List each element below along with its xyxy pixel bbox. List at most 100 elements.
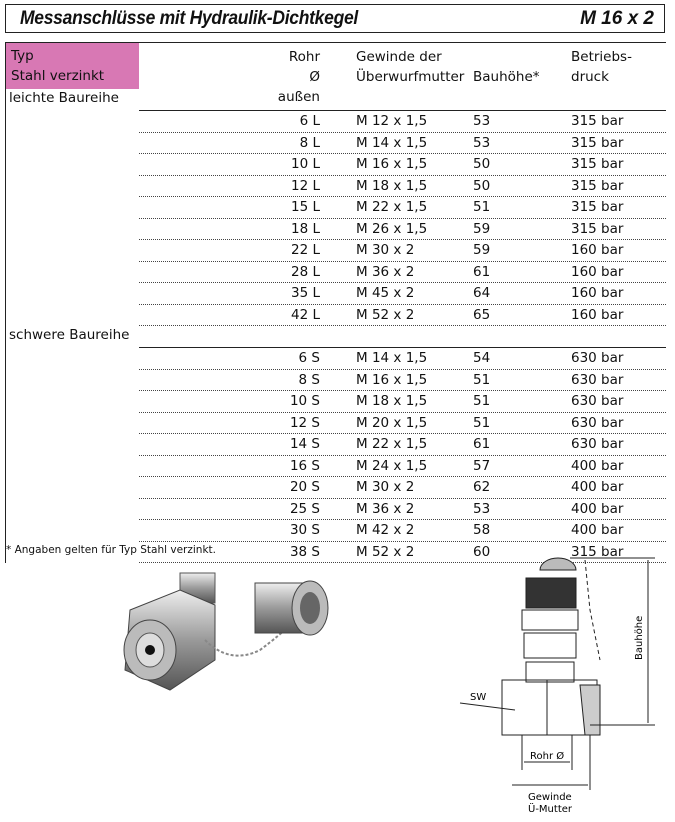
- cell: 400 bar: [571, 479, 624, 495]
- cell: 50: [473, 177, 491, 194]
- thread-size: M 16 x 2: [580, 8, 654, 29]
- cell: 160 bar: [571, 306, 624, 323]
- cell: M 14 x 1,5: [356, 350, 428, 366]
- col-druck: Betriebs-druck: [571, 49, 632, 85]
- cell: 51: [473, 371, 491, 388]
- table-row: 16 S M 24 x 1,5 57 400 bar: [139, 456, 666, 477]
- table-row: 10 L M 16 x 1,5 50 315 bar: [139, 154, 666, 176]
- cell: 315 bar: [571, 543, 624, 560]
- cell: 18 L: [291, 220, 320, 237]
- cell: 630 bar: [571, 350, 624, 366]
- cell: 160 bar: [571, 263, 624, 280]
- cell: 8 S: [298, 371, 320, 388]
- cell: 51: [473, 199, 491, 215]
- cell: 6 S: [298, 350, 320, 366]
- cell: 61: [473, 263, 491, 280]
- cell: 53: [473, 500, 491, 517]
- cell: M 18 x 1,5: [356, 393, 428, 409]
- cell: 30 S: [289, 522, 320, 538]
- col-gewinde: Gewinde der Überwurfmutter: [356, 49, 465, 85]
- table-row: 6 S M 14 x 1,5 54 630 bar: [139, 348, 666, 370]
- cell: 59: [473, 242, 491, 258]
- group-label: schwere Baureihe: [9, 327, 130, 343]
- table-row: 8 S M 16 x 1,5 51 630 bar: [139, 370, 666, 391]
- cell: 630 bar: [571, 371, 624, 388]
- table-row: 8 L M 14 x 1,5 53 315 bar: [139, 133, 666, 154]
- cell: 160 bar: [571, 242, 624, 258]
- type-label: Typ: [11, 48, 34, 64]
- cell: 54: [473, 350, 491, 366]
- group-label: leichte Baureihe: [9, 90, 119, 106]
- cell: M 30 x 2: [356, 479, 415, 495]
- cell: 400 bar: [571, 500, 624, 517]
- cell: M 30 x 2: [356, 242, 415, 258]
- cell: 38 S: [289, 543, 320, 560]
- cell: M 18 x 1,5: [356, 177, 428, 194]
- footnote: * Angaben gelten für Typ Stahl verzinkt.: [6, 544, 216, 556]
- cell: M 52 x 2: [356, 543, 415, 560]
- cell: 315 bar: [571, 199, 624, 215]
- table-row: 30 S M 42 x 2 58 400 bar: [139, 520, 666, 542]
- page-title: Messanschlüsse mit Hydraulik-Dichtkegel: [20, 8, 358, 29]
- label-mutter: Ü-Mutter: [528, 802, 573, 815]
- table-row: 42 L M 52 x 2 65 160 bar: [139, 305, 666, 326]
- cell: 51: [473, 393, 491, 409]
- table-row: 25 S M 36 x 2 53 400 bar: [139, 499, 666, 520]
- cell: M 42 x 2: [356, 522, 415, 538]
- type-cell: Typ Stahl verzinkt: [6, 43, 139, 89]
- cell: 14 S: [289, 436, 320, 452]
- cell: M 52 x 2: [356, 306, 415, 323]
- cell: 60: [473, 543, 491, 560]
- cell: 51: [473, 414, 491, 431]
- label-gewinde: Gewinde: [528, 792, 572, 803]
- cell: 12 S: [289, 414, 320, 431]
- cell: 59: [473, 220, 491, 237]
- cell: 61: [473, 436, 491, 452]
- table-row: 18 L M 26 x 1,5 59 315 bar: [139, 219, 666, 240]
- cell: 160 bar: [571, 285, 624, 301]
- cell: 62: [473, 479, 491, 495]
- cell: 64: [473, 285, 491, 301]
- cell: 12 L: [291, 177, 320, 194]
- cell: M 24 x 1,5: [356, 457, 428, 474]
- cell: M 22 x 1,5: [356, 436, 428, 452]
- cell: 630 bar: [571, 436, 624, 452]
- cell: M 16 x 1,5: [356, 371, 428, 388]
- cell: 50: [473, 156, 491, 172]
- type-value: Stahl verzinkt: [11, 68, 105, 84]
- technical-drawing: SW Bauhöhe Rohr Ø Gewinde Ü-Mutter: [459, 557, 655, 815]
- cell: M 14 x 1,5: [356, 134, 428, 151]
- cell: 315 bar: [571, 156, 624, 172]
- cell: M 45 x 2: [356, 285, 415, 301]
- cell: 6 L: [299, 113, 320, 129]
- table-row: 12 S M 20 x 1,5 51 630 bar: [139, 413, 666, 434]
- cell: 35 L: [291, 285, 320, 301]
- cell: M 20 x 1,5: [356, 414, 428, 431]
- cell: 22 L: [291, 242, 320, 258]
- cell: M 26 x 1,5: [356, 220, 428, 237]
- cell: M 12 x 1,5: [356, 113, 428, 129]
- table-row: 35 L M 45 x 2 64 160 bar: [139, 283, 666, 305]
- cell: 20 S: [289, 479, 320, 495]
- cell: 25 S: [289, 500, 320, 517]
- cell: 315 bar: [571, 220, 624, 237]
- cell: 400 bar: [571, 457, 624, 474]
- col-bauhoehe: Bauhöhe*: [473, 69, 540, 85]
- cell: 53: [473, 134, 491, 151]
- cell: 42 L: [291, 306, 320, 323]
- product-photo: [123, 572, 329, 691]
- cell: 16 S: [289, 457, 320, 474]
- group-header: schwere Baureihe: [6, 326, 666, 348]
- cell: 28 L: [291, 263, 320, 280]
- table-row: 22 L M 30 x 2 59 160 bar: [139, 240, 666, 262]
- table-row: 20 S M 30 x 2 62 400 bar: [139, 477, 666, 499]
- group-header: leichte Baureihe: [6, 89, 666, 111]
- label-bauhoehe: Bauhöhe: [634, 616, 645, 660]
- cell: 10 S: [289, 393, 320, 409]
- cell: M 36 x 2: [356, 500, 415, 517]
- table-row: 38 S M 52 x 2 60 315 bar: [139, 542, 666, 563]
- cell: 57: [473, 457, 491, 474]
